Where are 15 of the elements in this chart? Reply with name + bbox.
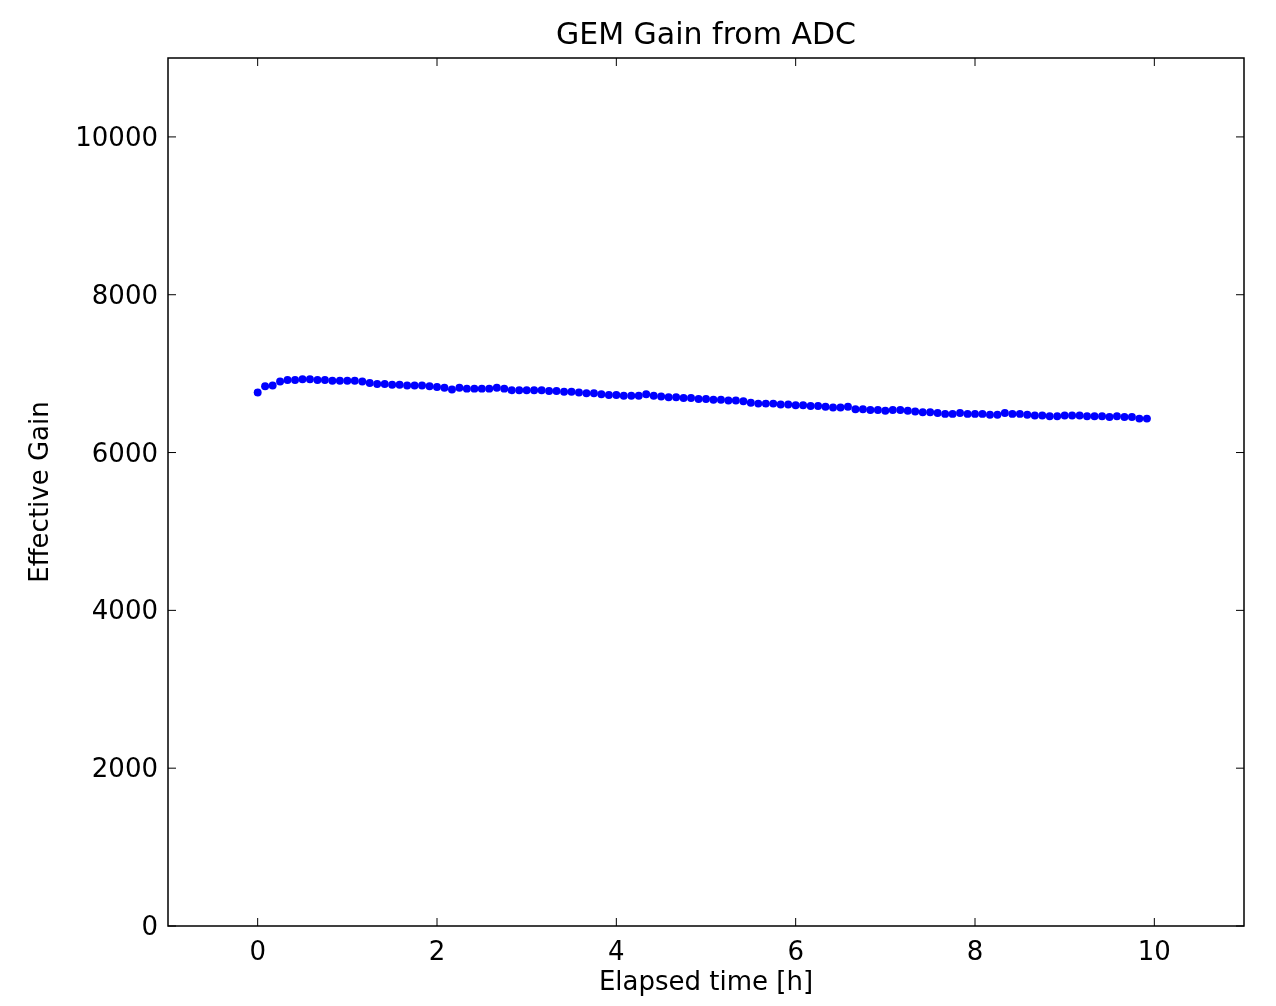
y-tick-label: 4000 (91, 595, 158, 626)
x-tick-label: 8 (966, 936, 984, 966)
x-axis-title: Elapsed time [h] (598, 966, 814, 996)
x-tick-label: 6 (787, 936, 804, 966)
y-tick-label: 2000 (91, 753, 158, 784)
x-tick-label: 0 (249, 936, 266, 966)
x-tick-label: 2 (428, 936, 446, 966)
x-tick-label: 4 (608, 936, 625, 966)
y-tick-label: 0 (141, 911, 158, 942)
y-tick-label: 8000 (91, 279, 158, 310)
y-axis-title: Effective Gain (24, 401, 54, 583)
y-tick-label: 6000 (91, 437, 158, 468)
y-tick-label: 10000 (75, 122, 158, 153)
x-tick-label: 10 (1137, 936, 1171, 966)
chart-title: GEM Gain from ADC (555, 16, 857, 51)
